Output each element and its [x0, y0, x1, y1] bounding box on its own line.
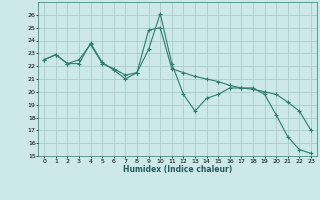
- X-axis label: Humidex (Indice chaleur): Humidex (Indice chaleur): [123, 165, 232, 174]
